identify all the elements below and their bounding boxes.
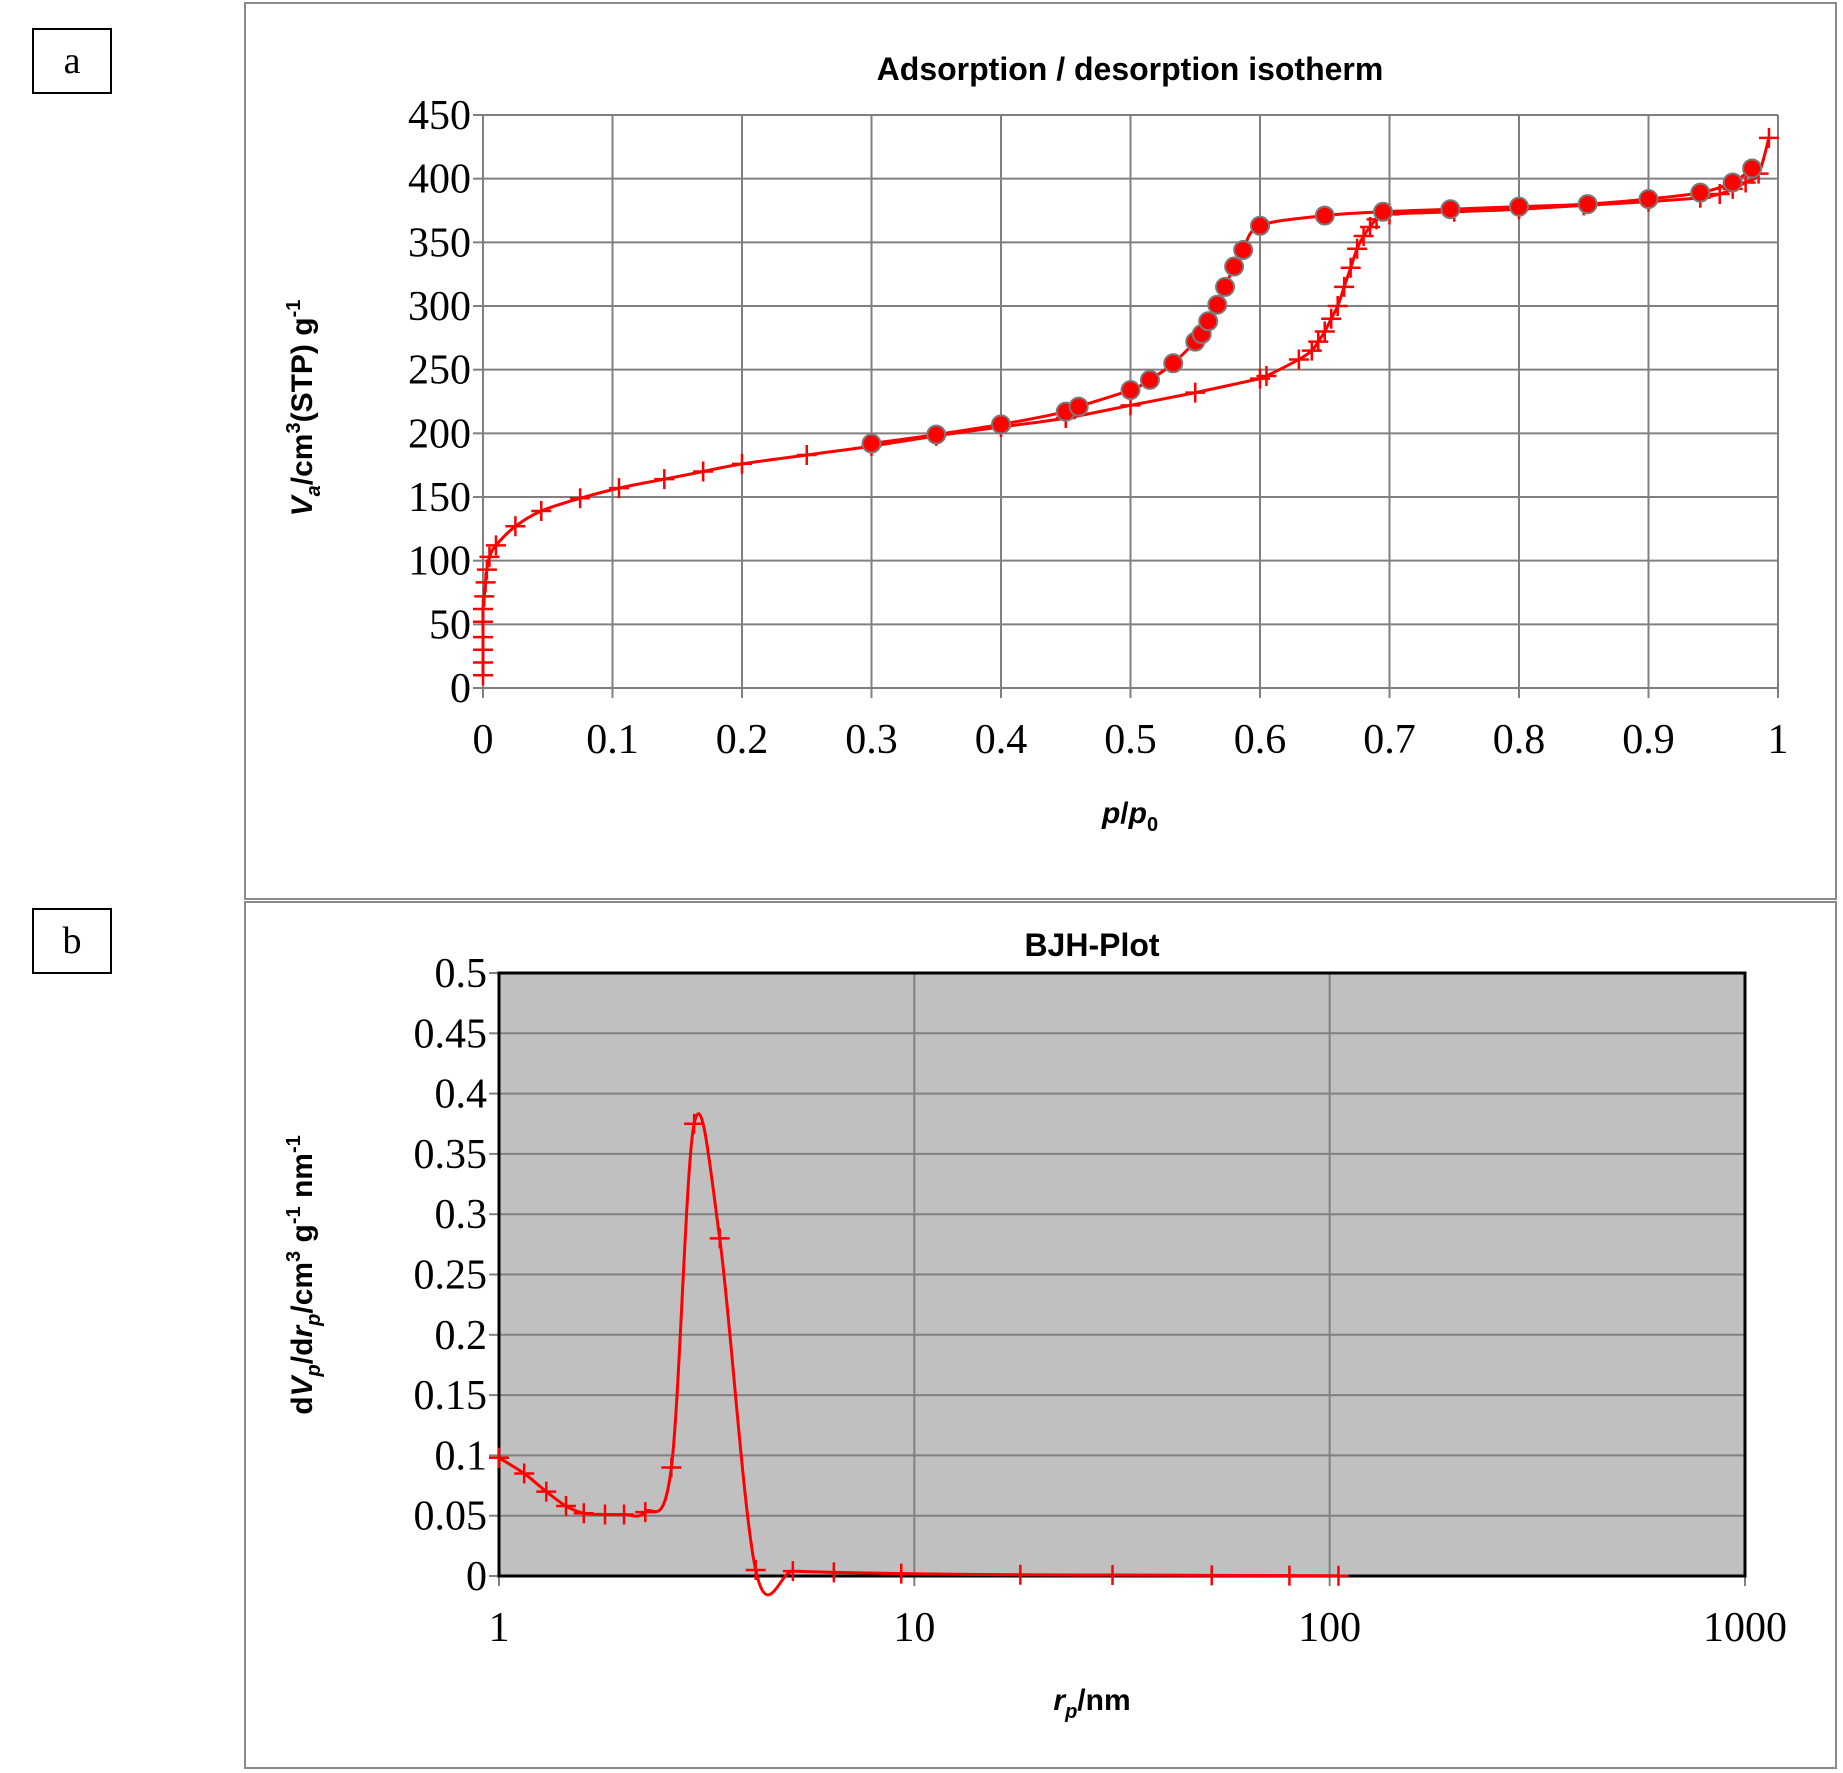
- data-point-plus: [1308, 331, 1329, 352]
- data-point-circle: [1163, 353, 1184, 374]
- data-point-circle: [1577, 194, 1598, 215]
- data-point-circle: [1233, 239, 1254, 260]
- data-point-circle: [1638, 189, 1659, 210]
- data-point-plus: [1758, 127, 1779, 148]
- data-point-circle: [926, 424, 947, 445]
- y-tick-label: 150: [408, 475, 471, 521]
- data-point-circle: [1068, 396, 1089, 417]
- data-point-plus: [475, 572, 496, 593]
- x-tick-label: 1: [1768, 717, 1789, 763]
- data-point-plus: [505, 516, 526, 537]
- data-point-plus: [1185, 382, 1206, 403]
- isotherm-y-label: Va/cm3(STP) g-1: [283, 300, 325, 517]
- y-tick-label: 100: [408, 539, 471, 585]
- data-point-circle: [1198, 311, 1219, 332]
- y-tick-label: 350: [408, 220, 471, 266]
- data-point-plus: [476, 559, 497, 580]
- y-tick-label: 400: [408, 157, 471, 203]
- chart-frame-isotherm: [244, 2, 1837, 900]
- isotherm-x-label: p/p0: [1101, 797, 1158, 836]
- data-point-plus: [1288, 349, 1309, 370]
- data-point-circle: [1250, 215, 1270, 236]
- data-point-circle: [1139, 369, 1160, 390]
- x-tick-label: 0: [473, 717, 494, 763]
- data-point-plus: [1347, 238, 1368, 259]
- data-point-circle: [991, 414, 1011, 435]
- data-point-plus: [1340, 257, 1361, 278]
- x-tick-label: 0.1: [586, 717, 639, 763]
- data-point-plus: [796, 444, 817, 465]
- x-tick-label: 0.9: [1622, 717, 1675, 763]
- data-point-plus: [479, 546, 500, 567]
- x-tick-label: 0.6: [1234, 717, 1287, 763]
- data-point-circle: [1224, 256, 1245, 277]
- y-tick-label: 200: [408, 411, 471, 457]
- panel-label-a: a: [32, 28, 112, 94]
- data-point-plus: [485, 535, 506, 556]
- data-point-circle: [1207, 294, 1228, 315]
- data-point-plus: [473, 599, 493, 620]
- data-point-circle: [1690, 182, 1711, 203]
- y-tick-label: 250: [408, 348, 471, 394]
- data-point-plus: [570, 488, 591, 509]
- y-tick-label: 0: [450, 666, 471, 712]
- data-point-plus: [1314, 321, 1335, 342]
- data-point-plus: [531, 501, 552, 522]
- adsorption-line: [481, 137, 1771, 676]
- data-point-plus: [1256, 366, 1277, 387]
- data-point-plus: [1334, 276, 1355, 297]
- data-point-plus: [732, 453, 752, 474]
- data-point-circle: [1440, 199, 1461, 220]
- y-tick-label: 300: [408, 284, 471, 330]
- data-point-plus: [1327, 296, 1348, 316]
- data-point-plus: [654, 469, 675, 490]
- data-point-circle: [1742, 158, 1763, 179]
- x-tick-label: 0.5: [1104, 717, 1157, 763]
- data-point-plus: [693, 461, 714, 482]
- x-tick-label: 0.4: [975, 717, 1028, 763]
- data-point-plus: [1321, 308, 1342, 329]
- data-point-circle: [1314, 205, 1335, 226]
- x-tick-label: 0.3: [845, 717, 898, 763]
- x-tick-label: 0.7: [1363, 717, 1416, 763]
- panel-label-b: b: [32, 908, 112, 974]
- y-tick-label: 50: [429, 602, 471, 648]
- x-tick-label: 0.2: [716, 717, 769, 763]
- data-point-circle: [861, 433, 882, 454]
- data-point-plus: [608, 478, 629, 499]
- data-point-circle: [1373, 201, 1394, 222]
- isotherm-title: Adsorption / desorption isotherm: [877, 51, 1384, 87]
- y-tick-label: 450: [408, 93, 471, 139]
- x-tick-label: 0.8: [1493, 717, 1546, 763]
- data-point-circle: [1722, 172, 1743, 193]
- data-point-circle: [1215, 276, 1236, 297]
- data-point-circle: [1509, 196, 1529, 217]
- data-point-plus: [474, 586, 495, 607]
- data-point-circle: [1120, 380, 1141, 401]
